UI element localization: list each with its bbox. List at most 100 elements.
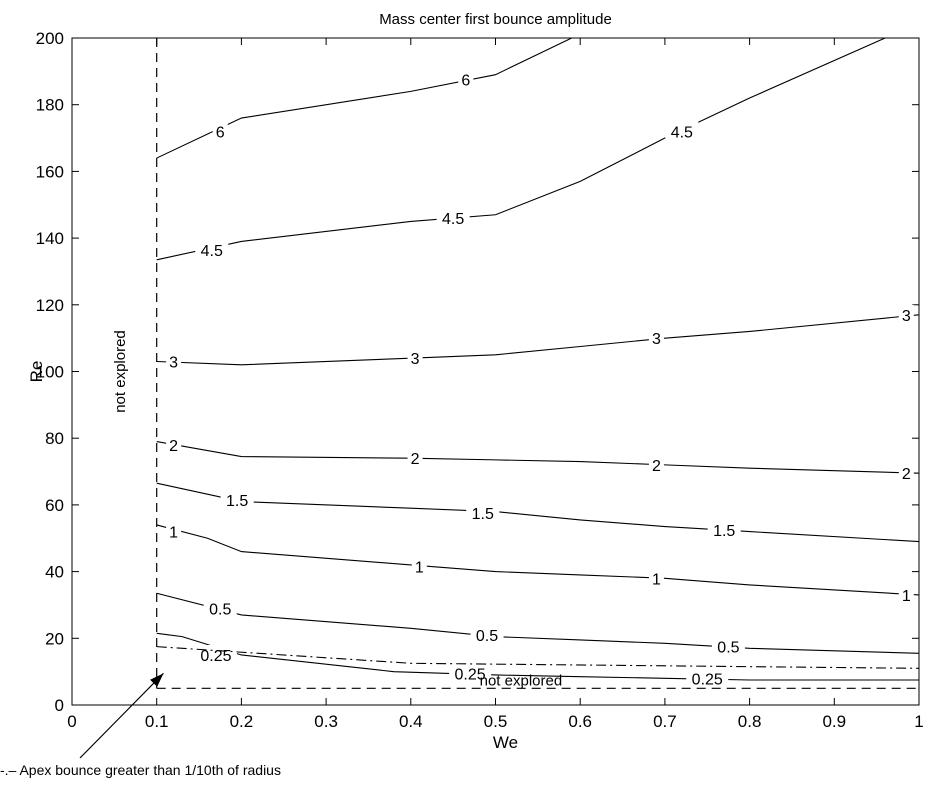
contour-label-bg bbox=[203, 598, 237, 617]
contour-level-1: 1 1 1 1 bbox=[156, 521, 920, 605]
not-explored-boundary bbox=[156, 38, 919, 689]
contour-label: 3 bbox=[652, 331, 661, 348]
contour-level-3: 3 3 3 3 bbox=[156, 304, 920, 371]
contour-label-bg bbox=[466, 503, 500, 522]
not-explored-left-label: not explored bbox=[112, 330, 129, 413]
x-tick-label: 0.7 bbox=[653, 712, 677, 731]
x-tick-label: 0.8 bbox=[738, 712, 762, 731]
contour-label-bg bbox=[711, 636, 745, 655]
contour-label: 4.5 bbox=[201, 243, 223, 260]
x-tick-label: 0.1 bbox=[145, 712, 169, 731]
contour-label: 4.5 bbox=[442, 211, 464, 228]
contour-label-bg bbox=[449, 663, 492, 682]
contour-label-bg bbox=[898, 584, 914, 603]
contour-label-bg bbox=[648, 568, 664, 587]
y-tick-label: 200 bbox=[36, 29, 64, 48]
y-tick-label: 180 bbox=[36, 96, 64, 115]
contour-label: 3 bbox=[902, 308, 911, 325]
y-tick-label: 160 bbox=[36, 162, 64, 181]
y-tick-label: 100 bbox=[36, 363, 64, 382]
contour-label-bg bbox=[648, 328, 664, 347]
contour-label-bg bbox=[665, 121, 699, 140]
contour-label-bg bbox=[470, 624, 504, 643]
contour-level-2: 2 2 2 2 bbox=[156, 434, 920, 483]
contour-level-0-25: 0.25 0.25 0.25 bbox=[156, 632, 919, 688]
contour-label-bg bbox=[436, 208, 470, 227]
contour-label-bg bbox=[166, 351, 182, 370]
annotation-arrowhead bbox=[150, 673, 164, 687]
contour-label: 0.25 bbox=[692, 671, 723, 688]
apex-line bbox=[156, 646, 920, 669]
contour-line bbox=[156, 440, 920, 474]
contour-label: 1.5 bbox=[226, 493, 248, 510]
contour-label: 1 bbox=[652, 571, 661, 588]
apex-annotation-text: -.– Apex bounce greater than 1/10th of r… bbox=[0, 762, 281, 778]
contour-label: 0.5 bbox=[717, 640, 739, 657]
x-tick-label: 1 bbox=[914, 712, 923, 731]
contour-line bbox=[156, 314, 920, 366]
contour-label: 2 bbox=[652, 458, 661, 475]
apex-annotation: -.– Apex bounce greater than 1/10th of r… bbox=[0, 672, 281, 778]
contour-label-bg bbox=[686, 668, 729, 687]
y-axis-ticks: 0 20 40 60 80 100 120 140 160 180 200 bbox=[36, 29, 919, 715]
contour-label-bg bbox=[407, 448, 423, 467]
x-tick-label: 0.9 bbox=[822, 712, 846, 731]
contour-label: 2 bbox=[169, 438, 178, 455]
contour-label: 0.25 bbox=[200, 648, 231, 665]
contour-label: 1 bbox=[169, 525, 178, 542]
contour-label-bg bbox=[166, 521, 182, 540]
chart-title: Mass center first bounce amplitude bbox=[379, 11, 612, 28]
y-tick-label: 40 bbox=[45, 563, 64, 582]
contour-label: 1.5 bbox=[713, 523, 735, 540]
y-tick-label: 60 bbox=[45, 496, 64, 515]
y-tick-label: 0 bbox=[55, 696, 64, 715]
x-tick-label: 0.4 bbox=[399, 712, 423, 731]
contour-label: 1 bbox=[902, 588, 911, 605]
contour-label: 0.5 bbox=[209, 601, 231, 618]
annotation-arrow bbox=[79, 672, 164, 759]
contour-label-bg bbox=[166, 434, 182, 453]
x-axis-label: We bbox=[493, 733, 518, 752]
contour-label-bg bbox=[648, 454, 664, 473]
x-tick-label: 0.5 bbox=[484, 712, 508, 731]
contour-label: 1.5 bbox=[472, 506, 494, 523]
contour-label-bg bbox=[458, 69, 474, 88]
contour-label-bg bbox=[898, 463, 914, 482]
contour-label: 0.25 bbox=[455, 666, 486, 683]
contour-level-4-5: 4.5 4.5 4.5 bbox=[156, 37, 886, 261]
contour-label: 4.5 bbox=[671, 124, 693, 141]
contour-label: 3 bbox=[169, 354, 178, 371]
contour-label-bg bbox=[407, 348, 423, 367]
contour-label: 2 bbox=[411, 451, 420, 468]
contour-line bbox=[156, 37, 886, 261]
y-axis-label: Re bbox=[27, 361, 46, 383]
x-axis-ticks: 0 0.1 0.2 0.3 0.4 0.5 0.6 0.7 0.8 0.9 1 bbox=[67, 38, 924, 731]
y-tick-label: 20 bbox=[45, 629, 64, 648]
contour-level-0-5: 0.5 0.5 0.5 bbox=[156, 592, 920, 657]
contour-line bbox=[156, 524, 920, 596]
contour-label-bg bbox=[707, 519, 741, 538]
contour-line bbox=[156, 482, 920, 543]
y-tick-label: 120 bbox=[36, 296, 64, 315]
contour-label-bg bbox=[212, 121, 228, 140]
x-tick-label: 0 bbox=[67, 712, 76, 731]
contour-label: 2 bbox=[902, 466, 911, 483]
y-tick-label: 80 bbox=[45, 429, 64, 448]
x-tick-label: 0.2 bbox=[230, 712, 254, 731]
apex-bounce-line bbox=[156, 646, 920, 669]
contour-label-bg bbox=[898, 304, 914, 323]
contour-label-bg bbox=[411, 556, 427, 575]
contour-level-6: 66 bbox=[156, 37, 572, 159]
contour-line bbox=[156, 592, 920, 654]
not-explored-bottom-label: not explored bbox=[480, 672, 563, 689]
contour-label: 6 bbox=[461, 73, 470, 90]
contour-label: 1 bbox=[415, 560, 424, 577]
x-tick-label: 0.3 bbox=[314, 712, 338, 731]
x-tick-label: 0.6 bbox=[568, 712, 592, 731]
contour-level-1-5: 1.5 1.5 1.5 bbox=[156, 482, 920, 543]
contour-label: 0.5 bbox=[476, 628, 498, 645]
contour-label: 3 bbox=[411, 351, 420, 368]
contour-label: 6 bbox=[216, 124, 225, 141]
